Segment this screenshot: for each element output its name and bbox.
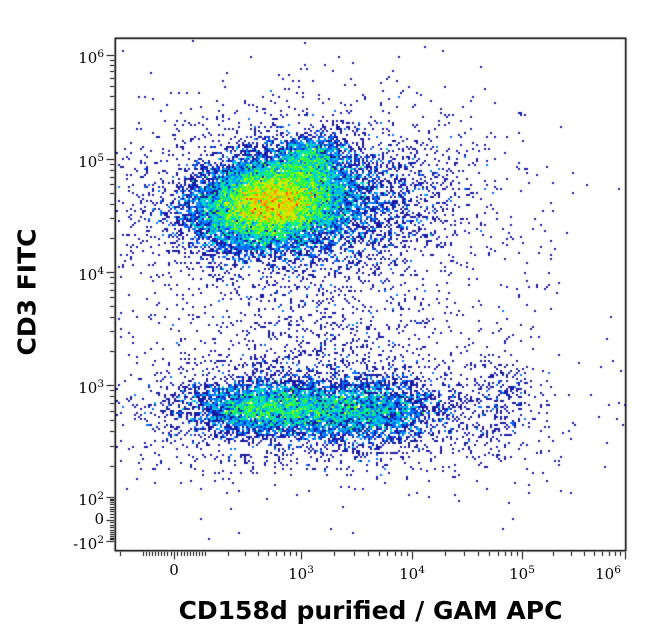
- x-axis-title: CD158d purified / GAM APC: [178, 596, 563, 625]
- y-tick-label: 106: [78, 48, 104, 67]
- y-tick-label: 105: [78, 152, 104, 171]
- x-tick-label: 106: [595, 564, 621, 583]
- y-tick-label: -102: [73, 534, 104, 553]
- x-tick-label: 104: [399, 564, 425, 583]
- y-tick-label: 102: [78, 490, 104, 509]
- x-tick-label: 103: [288, 564, 314, 583]
- x-tick-label: 0: [169, 561, 179, 579]
- y-tick-label: 0: [94, 509, 104, 528]
- y-tick-label: 104: [78, 265, 104, 284]
- y-tick-label: 103: [78, 378, 104, 397]
- x-tick-label: 105: [509, 564, 535, 583]
- y-axis-title: CD3 FITC: [12, 228, 42, 356]
